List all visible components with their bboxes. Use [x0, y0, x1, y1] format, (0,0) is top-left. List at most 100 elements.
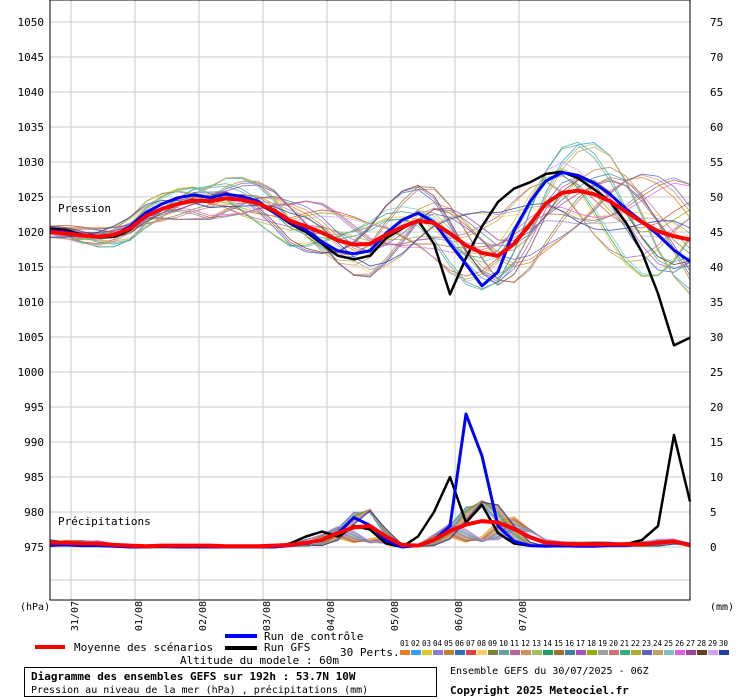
left-tick-label: 1045 — [18, 51, 45, 64]
pert-color-swatch — [433, 650, 443, 655]
pert-number-label: 19 — [598, 639, 607, 648]
pert-color-swatch — [631, 650, 641, 655]
precip-annotation: Précipitations — [58, 515, 151, 528]
pert-color-swatch — [499, 650, 509, 655]
pert-number-label: 11 — [510, 639, 519, 648]
x-tick-label: 07/08 — [518, 601, 529, 631]
pert-color-swatch — [708, 650, 718, 655]
left-tick-label: 1040 — [18, 86, 45, 99]
pert-color-swatch — [609, 650, 619, 655]
pert-color-swatch — [675, 650, 685, 655]
pert-color-swatch — [576, 650, 586, 655]
pert-color-swatch — [653, 650, 663, 655]
pert-number-label: 24 — [653, 639, 663, 648]
pert-number-label: 09 — [488, 639, 497, 648]
pert-color-swatch — [543, 650, 553, 655]
left-tick-label: 1010 — [18, 296, 45, 309]
pert-number-label: 15 — [554, 639, 563, 648]
pert-number-label: 13 — [532, 639, 541, 648]
pert-color-swatch — [598, 650, 608, 655]
pert-number-label: 10 — [499, 639, 509, 648]
right-tick-label: 60 — [710, 121, 723, 134]
left-tick-label: 990 — [24, 436, 44, 449]
pert-number-label: 29 — [708, 639, 717, 648]
x-tick-label: 05/08 — [390, 601, 401, 631]
right-unit-label: (mm) — [710, 602, 734, 613]
pert-number-label: 06 — [455, 639, 465, 648]
pert-number-label: 17 — [576, 639, 585, 648]
pert-color-swatch — [697, 650, 707, 655]
pert-color-swatch — [521, 650, 531, 655]
pert-number-label: 25 — [664, 639, 673, 648]
pert-number-label: 18 — [587, 639, 597, 648]
pert-number-label: 04 — [433, 639, 443, 648]
main-series — [49, 170, 692, 549]
pert-number-label: 05 — [444, 639, 453, 648]
pressure-mean-line — [49, 188, 691, 258]
left-tick-label: 985 — [24, 471, 44, 484]
pert-number-label: 30 — [719, 639, 729, 648]
pert-number-label: 22 — [631, 639, 640, 648]
left-tick-label: 1050 — [18, 16, 45, 29]
chart-title: Diagramme des ensembles GEFS sur 192h : … — [31, 670, 356, 683]
right-tick-label: 25 — [710, 366, 723, 379]
pert-pressure-line — [49, 179, 691, 286]
pert-number-label: 23 — [642, 639, 651, 648]
pert-color-swatch — [686, 650, 696, 655]
right-tick-label: 20 — [710, 401, 723, 414]
left-tick-label: 980 — [24, 506, 44, 519]
pert-color-swatch — [565, 650, 575, 655]
left-tick-label: 1030 — [18, 156, 45, 169]
pert-number-label: 26 — [675, 639, 685, 648]
left-tick-label: 1035 — [18, 121, 45, 134]
pressure-annotation: Pression — [58, 202, 111, 215]
info-box: Diagramme des ensembles GEFS sur 192h : … — [24, 667, 437, 697]
pert-number-label: 12 — [521, 639, 530, 648]
pressure-gfs-line — [49, 170, 691, 347]
pert-number-label: 14 — [543, 639, 553, 648]
precip-gfs-line — [49, 433, 692, 549]
pert-number-label: 20 — [609, 639, 619, 648]
left-tick-label: 1015 — [18, 261, 45, 274]
pert-color-swatch — [411, 650, 421, 655]
pert-number-label: 21 — [620, 639, 629, 648]
pert-number-label: 07 — [466, 639, 475, 648]
left-tick-label: 1020 — [18, 226, 45, 239]
right-tick-label: 0 — [710, 541, 717, 554]
right-tick-label: 5 — [710, 506, 717, 519]
pert-color-swatch — [466, 650, 476, 655]
legend-control-label: Run de contrôle — [264, 630, 363, 643]
pert-color-swatch — [488, 650, 498, 655]
right-tick-label: 40 — [710, 261, 723, 274]
ensemble-date: Ensemble GEFS du 30/07/2025 - 06Z — [450, 666, 649, 677]
right-tick-label: 65 — [710, 86, 723, 99]
perturbation-lines — [49, 141, 691, 548]
legend-mean-label: Moyenne des scénarios — [74, 641, 213, 654]
pert-number-label: 16 — [565, 639, 575, 648]
pert-color-swatch — [444, 650, 454, 655]
pert-color-swatch — [719, 650, 729, 655]
precip-mean-line — [50, 519, 691, 549]
pert-color-swatch — [455, 650, 465, 655]
pert-color-swatch — [400, 650, 410, 655]
altitude-label: Altitude du modele : 60m — [180, 654, 339, 667]
pert-color-swatch — [664, 650, 674, 655]
legend-perts-label: 30 Perts. — [340, 646, 400, 659]
right-tick-label: 75 — [710, 16, 723, 29]
x-tick-label: 03/08 — [262, 601, 273, 631]
x-tick-label: 06/08 — [454, 601, 465, 631]
x-tick-label: 01/08 — [134, 601, 145, 631]
right-tick-label: 45 — [710, 226, 723, 239]
left-tick-label: 1025 — [18, 191, 45, 204]
pert-color-swatch — [422, 650, 432, 655]
right-tick-label: 10 — [710, 471, 723, 484]
pert-pressure-line — [49, 200, 691, 267]
left-tick-label: 995 — [24, 401, 44, 414]
pert-number-label: 28 — [697, 639, 707, 648]
chart-subtitle: Pression au niveau de la mer (hPa) , pré… — [31, 685, 369, 696]
pert-number-label: 03 — [422, 639, 431, 648]
right-tick-label: 55 — [710, 156, 723, 169]
pert-color-swatch — [620, 650, 630, 655]
pert-color-swatch — [510, 650, 520, 655]
